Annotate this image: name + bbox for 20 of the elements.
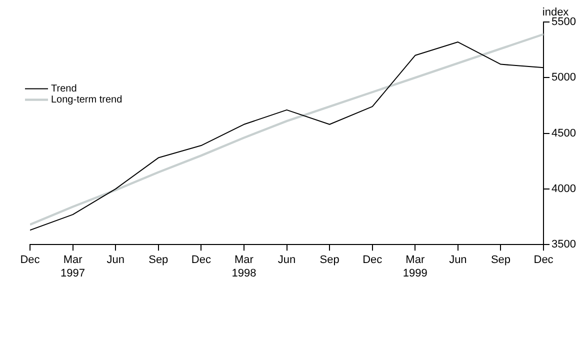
- legend-label: Long-term trend: [51, 94, 122, 106]
- legend-label: Trend: [51, 84, 77, 95]
- x-tick-label: Mar 1997: [60, 254, 86, 280]
- x-tick-label: Sep: [320, 254, 340, 266]
- y-tick-label: 3500: [552, 238, 576, 251]
- y-tick-label: 4000: [552, 182, 576, 195]
- x-tick-label: Dec: [534, 254, 554, 266]
- x-tick-label: Jun: [449, 254, 467, 266]
- x-tick-label: Jun: [278, 254, 296, 266]
- x-tick-label: Mar 1998: [232, 254, 256, 280]
- x-tick-label: Dec: [20, 254, 40, 266]
- x-tick-label: Sep: [148, 254, 168, 266]
- y-tick-label: 5000: [552, 72, 576, 84]
- x-tick-label: Jun: [106, 254, 124, 266]
- x-tick-label: Sep: [490, 254, 511, 266]
- y-tick-label: 4500: [552, 127, 576, 140]
- x-tick-label: Dec: [191, 254, 212, 266]
- x-tick-label: Mar 1999: [402, 254, 428, 280]
- y-tick-label: 5500: [552, 16, 576, 28]
- x-tick-label: Dec: [362, 254, 383, 266]
